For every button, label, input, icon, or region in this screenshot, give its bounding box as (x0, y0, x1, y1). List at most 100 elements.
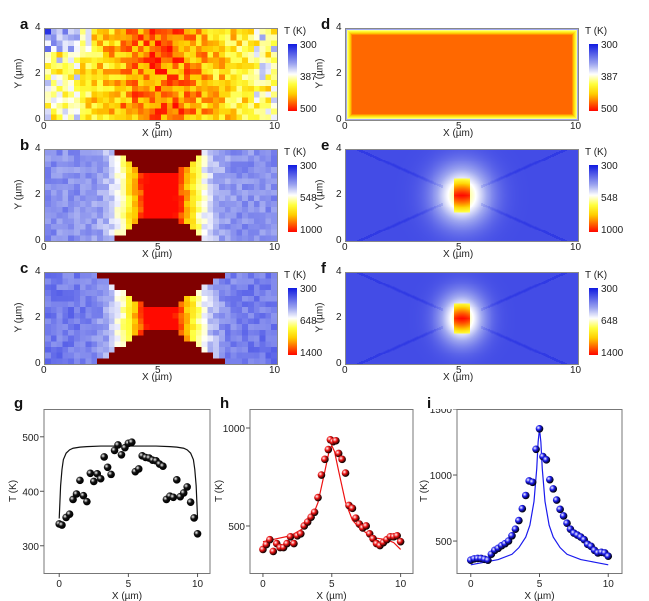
x-tick-label: 10 (603, 579, 615, 590)
map-ylabel: Y (µm) (13, 179, 25, 210)
map-xlabel: X (µm) (443, 128, 474, 139)
data-point (283, 539, 291, 548)
data-point (117, 450, 126, 459)
data-point (348, 504, 357, 513)
heatmap-e (345, 149, 579, 242)
data-point (556, 505, 564, 514)
data-point (604, 552, 613, 561)
map-xlabel: X (µm) (142, 249, 173, 260)
map-xtick: 0 (342, 242, 348, 253)
data-point (296, 530, 305, 538)
colorbar-title: T (K) (585, 270, 608, 281)
data-point (110, 446, 119, 455)
y-tick-label: 500 (435, 537, 452, 548)
data-point (310, 508, 319, 517)
x-tick-label: 0 (260, 579, 266, 590)
colorbar-tick: 500 (300, 104, 317, 115)
panel-label-i: i (427, 395, 432, 412)
data-point (134, 465, 143, 473)
plot-h: 0 5 10 500 1000 X (µm) T (K) (214, 409, 414, 601)
colorbar-title: T (K) (585, 26, 608, 37)
map-xtick: 0 (342, 365, 348, 376)
y-axis-label: T (K) (8, 480, 19, 502)
y-tick-label: 1500 (430, 409, 453, 416)
heatmap-d (345, 28, 579, 121)
x-tick-label: 5 (126, 579, 132, 590)
data-point (128, 438, 136, 447)
colorbar-c (288, 288, 297, 355)
colorbar-title: T (K) (284, 147, 307, 158)
panel-label-d: d (321, 16, 331, 33)
data-point (269, 547, 278, 556)
data-point (559, 512, 568, 520)
panel-label-c: c (20, 260, 29, 277)
data-point (79, 491, 88, 500)
data-point (518, 504, 527, 513)
map-ytick: 2 (35, 68, 41, 79)
colorbar-tick: 300 (300, 284, 317, 295)
data-point (352, 514, 360, 522)
map-xtick: 5 (155, 365, 161, 376)
panel-label-e: e (321, 137, 330, 154)
x-tick-label: 0 (468, 579, 474, 590)
colorbar-tick: 648 (601, 316, 618, 327)
data-point (266, 535, 274, 544)
y-axis-label: T (K) (214, 480, 225, 502)
heatmap-b (44, 149, 278, 242)
data-point (179, 489, 188, 497)
y-tick-label: 400 (22, 487, 39, 498)
map-ylabel: Y (µm) (314, 179, 326, 210)
map-xtick: 0 (41, 121, 47, 132)
colorbar-tick: 1400 (300, 348, 323, 359)
map-ytick: 0 (336, 114, 342, 125)
colorbar-title: T (K) (585, 147, 608, 158)
data-point (286, 532, 295, 541)
panel-label-h: h (220, 395, 230, 412)
data-point (83, 497, 91, 506)
plot-i: 0 5 10 500 1000 1500 X (µm) T (K) (419, 409, 623, 601)
data-point (76, 476, 84, 485)
data-point (362, 522, 370, 530)
data-point (563, 519, 571, 528)
data-point (69, 495, 77, 504)
y-tick-label: 1000 (430, 471, 453, 482)
colorbar-tick: 1000 (601, 225, 624, 236)
colorbar-tick: 500 (601, 104, 618, 115)
data-point (90, 477, 98, 486)
map-ytick: 2 (35, 189, 41, 200)
x-tick-label: 10 (192, 579, 204, 590)
data-point (86, 469, 95, 478)
map-ylabel: Y (µm) (314, 58, 326, 89)
map-xtick: 5 (155, 121, 161, 132)
map-xtick: 10 (269, 121, 281, 132)
colorbar-tick: 300 (601, 40, 618, 51)
y-axis-label: T (K) (419, 480, 430, 502)
colorbar-a (288, 44, 297, 111)
data-point (549, 485, 558, 493)
map-xtick: 5 (155, 242, 161, 253)
data-point (532, 445, 540, 454)
map-xtick: 10 (570, 121, 582, 132)
map-xlabel: X (µm) (443, 372, 474, 383)
panel-label-a: a (20, 16, 29, 33)
colorbar-title: T (K) (284, 270, 307, 281)
data-point (535, 425, 544, 433)
data-point (58, 521, 66, 529)
colorbar-e (589, 165, 598, 232)
data-point (324, 445, 333, 454)
colorbar-title: T (K) (284, 26, 307, 37)
x-axis-label: X (µm) (112, 591, 142, 601)
colorbar-b (288, 165, 297, 232)
colorbar-tick: 1000 (300, 225, 323, 236)
map-xtick: 0 (342, 121, 348, 132)
colorbar-tick: 387 (601, 72, 618, 83)
map-ylabel: Y (µm) (13, 302, 25, 333)
map-xlabel: X (µm) (443, 249, 474, 260)
map-xtick: 5 (456, 121, 462, 132)
colorbar-tick: 1400 (601, 348, 624, 359)
map-ylabel: Y (µm) (314, 302, 326, 333)
data-point (183, 483, 191, 491)
map-xtick: 10 (269, 365, 281, 376)
data-point (332, 436, 340, 445)
